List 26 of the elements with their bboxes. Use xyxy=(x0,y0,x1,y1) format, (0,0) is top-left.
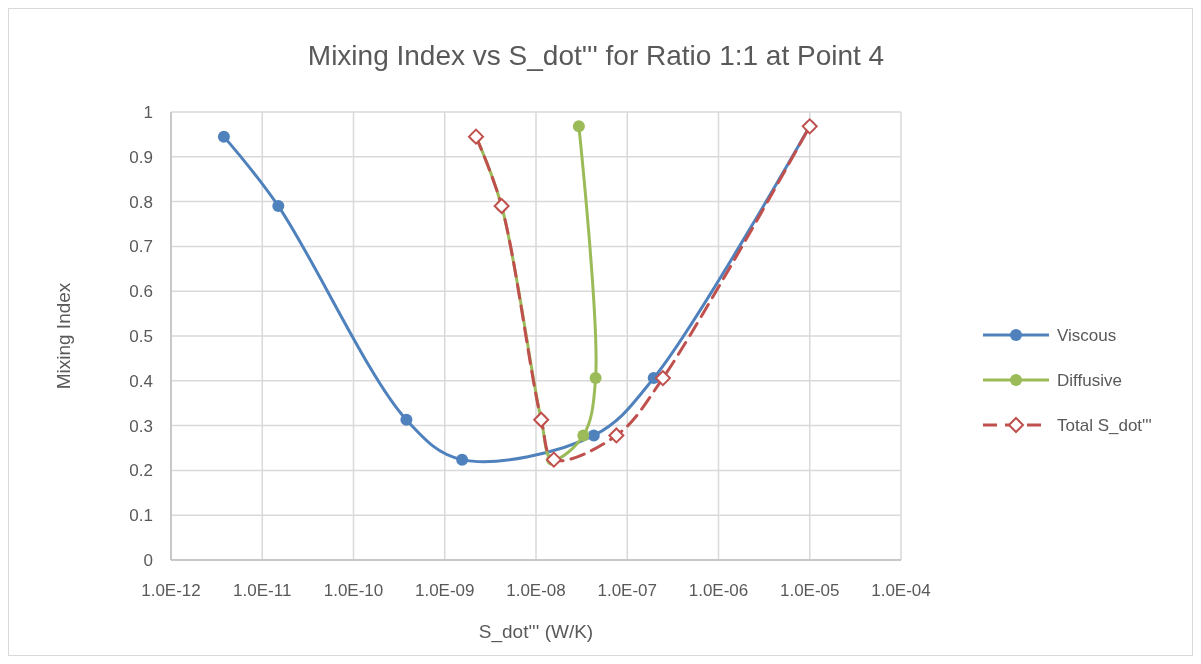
y-tick-label: 0.7 xyxy=(129,237,153,257)
legend-label: Total S_dot''' xyxy=(1057,416,1152,435)
legend-label: Viscous xyxy=(1057,326,1117,345)
y-tick-label: 0.2 xyxy=(129,461,153,481)
x-tick-label: 1.0E-07 xyxy=(597,581,658,600)
x-tick-label: 1.0E-10 xyxy=(323,581,384,600)
chart-title: Mixing Index vs S_dot''' for Ratio 1:1 at Point 4 xyxy=(307,40,885,71)
legend-label: Diffusive xyxy=(1057,371,1122,390)
x-tick-label: 1.0E-12 xyxy=(141,581,201,600)
x-tick-label: 1.0E-11 xyxy=(233,581,292,600)
y-tick-label: 0 xyxy=(143,551,153,570)
y-tick-label: 0.3 xyxy=(129,416,153,436)
x-tick-label: 1.0E-09 xyxy=(414,581,475,600)
y-tick-label: 0.8 xyxy=(129,192,153,212)
y-tick-label: 0.4 xyxy=(129,371,153,391)
x-axis-title: S_dot''' (W/K) xyxy=(478,621,594,643)
y-tick-label: 0.9 xyxy=(129,147,153,167)
y-tick-label: 0.5 xyxy=(129,327,153,346)
y-axis-title: Mixing Index xyxy=(53,282,74,390)
x-tick-label: 1.0E-04 xyxy=(871,581,931,600)
y-tick-label: 1 xyxy=(143,103,153,122)
y-tick-label: 0.6 xyxy=(129,282,153,302)
y-tick-label: 0.1 xyxy=(129,506,153,526)
x-tick-label: 1.0E-05 xyxy=(779,581,840,600)
x-tick-label: 1.0E-06 xyxy=(688,581,749,600)
x-tick-label: 1.0E-08 xyxy=(506,581,566,600)
